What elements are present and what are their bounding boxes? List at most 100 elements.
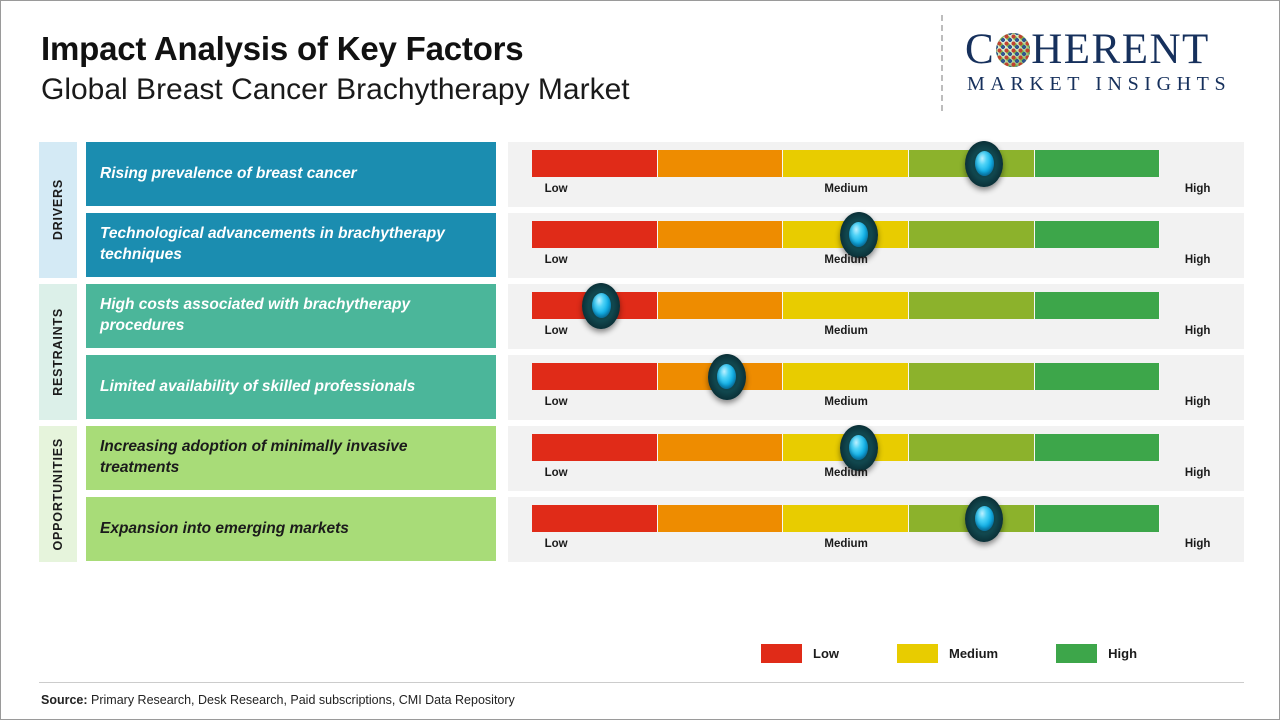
scale-label-high: High xyxy=(1184,325,1211,337)
factor-label: Technological advancements in brachyther… xyxy=(86,213,496,277)
category-label-drivers: DRIVERS xyxy=(39,142,77,278)
gauge-segment-4 xyxy=(908,363,1035,390)
page-title: Impact Analysis of Key Factors xyxy=(41,30,524,67)
category-rows: Increasing adoption of minimally invasiv… xyxy=(86,424,1244,562)
table-row: Technological advancements in brachyther… xyxy=(86,211,1244,278)
gauge-segment-1 xyxy=(532,150,658,177)
gauge-segment-2 xyxy=(657,221,784,248)
factor-group-drivers: DRIVERS Rising prevalence of breast cance… xyxy=(39,140,1244,278)
scale-label-high: High xyxy=(1184,183,1211,195)
factor-label: Expansion into emerging markets xyxy=(86,497,496,561)
impact-marker[interactable] xyxy=(965,495,1004,542)
scale-label-high: High xyxy=(1184,467,1211,479)
gauge-segment-1 xyxy=(532,221,658,248)
gauge-segment-1 xyxy=(532,505,658,532)
impact-gauge: Low Medium High xyxy=(508,211,1244,278)
factor-label: High costs associated with brachytherapy… xyxy=(86,284,496,348)
logo-letter-c: C xyxy=(965,26,996,73)
scale-label-low: Low xyxy=(544,325,568,337)
logo-divider xyxy=(941,15,943,111)
gauge-segment-1 xyxy=(532,434,658,461)
gauge-scale-labels: Low Medium High xyxy=(532,250,1211,274)
scale-label-low: Low xyxy=(544,183,568,195)
gauge-segment-5 xyxy=(1034,363,1161,390)
legend-item-high: High xyxy=(1056,644,1137,663)
legend-swatch-icon xyxy=(761,644,802,663)
gauge-scale-labels: Low Medium High xyxy=(532,392,1211,416)
gauge-scale-labels: Low Medium High xyxy=(532,321,1211,345)
category-label-text: RESTRAINTS xyxy=(51,308,65,396)
gauge-segment-2 xyxy=(657,292,784,319)
table-row: Limited availability of skilled professi… xyxy=(86,353,1244,420)
header: Impact Analysis of Key Factors Global Br… xyxy=(1,1,1280,133)
factor-label: Rising prevalence of breast cancer xyxy=(86,142,496,206)
globe-dots-icon xyxy=(996,32,1031,67)
gauge-scale-labels: Low Medium High xyxy=(532,534,1211,558)
factor-group-opportunities: OPPORTUNITIES Increasing adoption of mini… xyxy=(39,424,1244,562)
impact-marker[interactable] xyxy=(839,211,878,258)
scale-label-medium: Medium xyxy=(824,325,868,337)
gauge-track xyxy=(532,424,1161,471)
gauge-segment-3 xyxy=(783,150,909,177)
gauge-segment-5 xyxy=(1034,505,1161,532)
impact-gauge: Low Medium High xyxy=(508,353,1244,420)
legend-item-low: Low xyxy=(761,644,839,663)
source-note: Source: Primary Research, Desk Research,… xyxy=(41,693,515,707)
logo-word-herent: HERENT xyxy=(1031,26,1210,73)
factor-label: Increasing adoption of minimally invasiv… xyxy=(86,426,496,490)
impact-marker[interactable] xyxy=(582,282,621,329)
scale-label-high: High xyxy=(1184,538,1211,550)
table-row: Rising prevalence of breast cancer Low Med… xyxy=(86,140,1244,207)
gauge-track xyxy=(532,353,1161,400)
gauge-segment-2 xyxy=(657,434,784,461)
table-row: Expansion into emerging markets Low Medium… xyxy=(86,495,1244,562)
impact-marker[interactable] xyxy=(707,353,746,400)
impact-matrix: DRIVERS Rising prevalence of breast cance… xyxy=(39,140,1244,562)
scale-label-medium: Medium xyxy=(824,467,868,479)
legend-swatch-icon xyxy=(897,644,938,663)
factor-group-restraints: RESTRAINTS High costs associated with bra… xyxy=(39,282,1244,420)
source-label: Source: xyxy=(41,693,88,707)
scale-label-high: High xyxy=(1184,254,1211,266)
category-rows: High costs associated with brachytherapy… xyxy=(86,282,1244,420)
scale-label-medium: Medium xyxy=(824,538,868,550)
factor-label: Limited availability of skilled professi… xyxy=(86,355,496,419)
logo-tagline: MARKET INSIGHTS xyxy=(967,73,1232,95)
scale-label-low: Low xyxy=(544,467,568,479)
legend-label: High xyxy=(1108,646,1138,661)
brand-logo: C HERENT MARKET INSIGHTS xyxy=(941,15,1261,111)
footer-divider xyxy=(39,682,1244,683)
gauge-scale-labels: Low Medium High xyxy=(532,463,1211,487)
gauge-segment-1 xyxy=(532,363,658,390)
scale-label-medium: Medium xyxy=(824,254,868,266)
gauge-segment-4 xyxy=(908,434,1035,461)
scale-label-medium: Medium xyxy=(824,396,868,408)
gauge-track xyxy=(532,211,1161,258)
gauge-segment-3 xyxy=(783,292,909,319)
source-text: Primary Research, Desk Research, Paid su… xyxy=(87,693,515,707)
gauge-segment-5 xyxy=(1034,292,1161,319)
category-label-restraints: RESTRAINTS xyxy=(39,284,77,420)
impact-gauge: Low Medium High xyxy=(508,140,1244,207)
impact-marker[interactable] xyxy=(839,424,878,471)
title-block: Impact Analysis of Key Factors Global Br… xyxy=(41,30,630,107)
table-row: Increasing adoption of minimally invasiv… xyxy=(86,424,1244,491)
logo-wordmark: C HERENT xyxy=(965,25,1210,74)
legend: Low Medium High xyxy=(761,644,1137,663)
gauge-track xyxy=(532,140,1161,187)
page-subtitle: Global Breast Cancer Brachytherapy Marke… xyxy=(41,72,630,106)
impact-gauge: Low Medium High xyxy=(508,282,1244,349)
category-label-opportunities: OPPORTUNITIES xyxy=(39,426,77,562)
scale-label-low: Low xyxy=(544,396,568,408)
impact-gauge: Low Medium High xyxy=(508,495,1244,562)
impact-marker[interactable] xyxy=(965,140,1004,187)
gauge-segment-2 xyxy=(657,505,784,532)
legend-swatch-icon xyxy=(1056,644,1098,663)
gauge-segment-4 xyxy=(908,221,1035,248)
scale-label-medium: Medium xyxy=(824,183,868,195)
gauge-segment-5 xyxy=(1034,434,1161,461)
category-label-text: OPPORTUNITIES xyxy=(51,437,65,551)
legend-item-medium: Medium xyxy=(897,644,998,663)
category-rows: Rising prevalence of breast cancer Low Med… xyxy=(86,140,1244,278)
gauge-track xyxy=(532,282,1161,329)
